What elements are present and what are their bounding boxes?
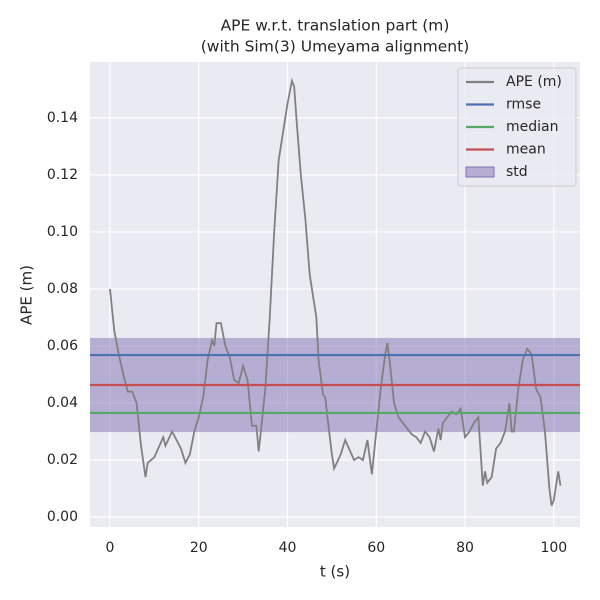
y-tick-label: 0.08 bbox=[47, 281, 78, 297]
legend-swatch bbox=[465, 166, 495, 178]
legend-label: std bbox=[506, 164, 528, 180]
y-tick-label: 0.02 bbox=[47, 452, 78, 468]
y-tick-label: 0.12 bbox=[47, 167, 78, 183]
legend-label: APE (m) bbox=[506, 74, 562, 90]
x-tick-label: 40 bbox=[279, 540, 297, 556]
x-tick-label: 0 bbox=[106, 540, 115, 556]
chart-title: APE w.r.t. translation part (m) bbox=[221, 17, 450, 35]
y-tick-label: 0.14 bbox=[47, 110, 78, 126]
marks bbox=[90, 77, 580, 506]
x-tick-label: 60 bbox=[367, 540, 385, 556]
y-axis-label: APE (m) bbox=[18, 265, 36, 325]
y-tick-label: 0.10 bbox=[47, 224, 78, 240]
legend-box bbox=[457, 67, 577, 187]
x-tick-label: 20 bbox=[190, 540, 208, 556]
legend-label: mean bbox=[506, 142, 546, 158]
x-tick-label: 100 bbox=[540, 540, 567, 556]
legend-label: rmse bbox=[506, 97, 541, 113]
y-tick-label: 0.00 bbox=[47, 509, 78, 525]
x-axis-label: t (s) bbox=[320, 563, 350, 581]
x-tick-label: 80 bbox=[456, 540, 474, 556]
y-tick-label: 0.06 bbox=[47, 338, 78, 354]
y-tick-label: 0.04 bbox=[47, 395, 78, 411]
legend: APE (m) rmse median mean std bbox=[457, 67, 577, 187]
legend-label: median bbox=[506, 119, 558, 135]
chart-subtitle: (with Sim(3) Umeyama alignment) bbox=[201, 38, 470, 56]
